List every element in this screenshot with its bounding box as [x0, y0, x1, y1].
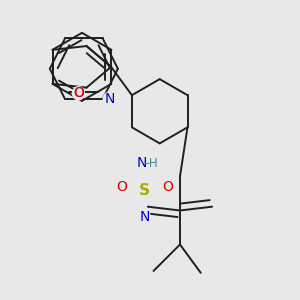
Text: S: S	[139, 183, 150, 198]
Text: O: O	[73, 86, 84, 100]
Circle shape	[73, 87, 84, 100]
Text: O: O	[73, 86, 84, 100]
Text: N: N	[137, 156, 147, 170]
Circle shape	[138, 184, 150, 197]
Text: –H: –H	[144, 157, 158, 170]
Circle shape	[137, 156, 152, 171]
Circle shape	[161, 181, 173, 194]
Text: N: N	[139, 210, 149, 224]
Circle shape	[138, 211, 150, 224]
Text: O: O	[116, 180, 127, 194]
Text: O: O	[162, 180, 173, 194]
Circle shape	[103, 92, 116, 106]
Text: N: N	[104, 92, 115, 106]
Circle shape	[115, 181, 127, 194]
